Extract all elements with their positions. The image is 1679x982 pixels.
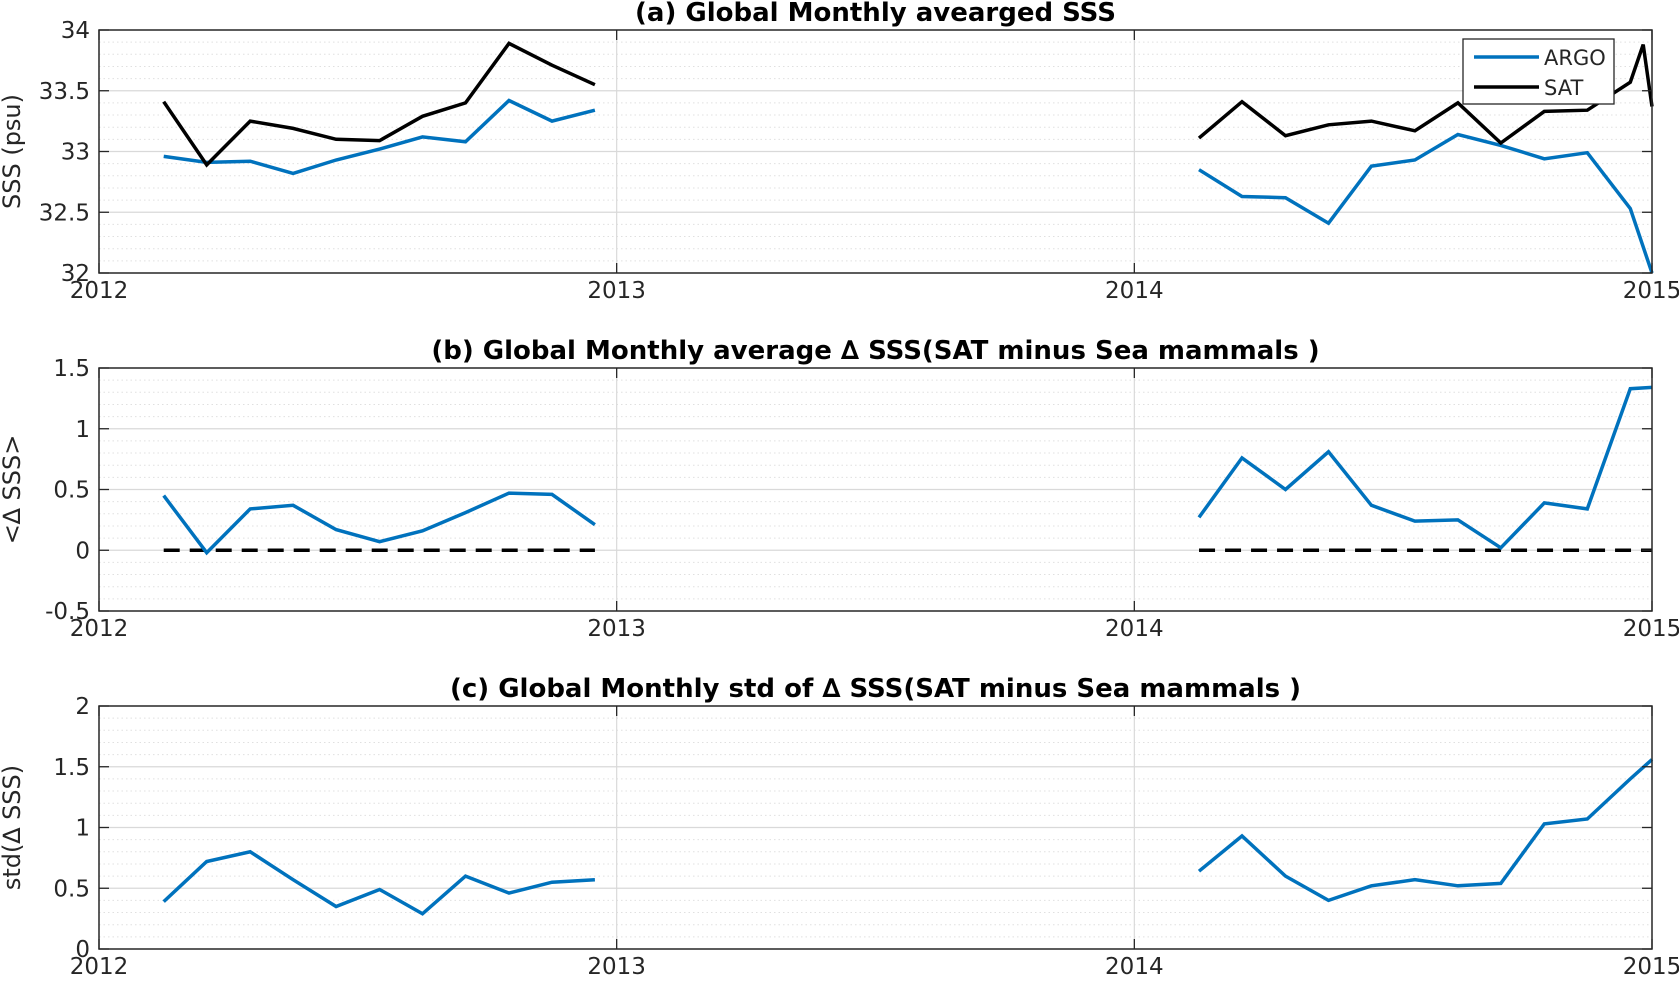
legend-label-argo: ARGO <box>1544 46 1606 70</box>
x-tick-label: 2013 <box>587 954 646 980</box>
panel-title: (a) Global Monthly avearged SSS <box>635 0 1116 28</box>
y-tick-label: -0.5 <box>45 599 90 625</box>
series-line-series-segment-2 <box>1197 758 1654 903</box>
x-tick-label: 2015 <box>1623 278 1679 304</box>
y-axis-label: std(∆ SSS) <box>0 765 26 890</box>
x-tick-label: 2013 <box>587 616 646 642</box>
legend: ARGO SAT <box>1462 38 1615 105</box>
y-axis-label: <∆ SSS> <box>0 435 26 545</box>
y-tick-label: 0 <box>75 538 90 564</box>
x-tick-label: 2015 <box>1623 616 1679 642</box>
y-tick-label: 33 <box>61 140 90 166</box>
x-tick-label: 2012 <box>70 616 129 642</box>
legend-label-sat: SAT <box>1544 76 1583 100</box>
y-tick-label: 0 <box>75 937 90 963</box>
series-line-sat-segment-1 <box>162 41 596 168</box>
series-line-series-segment-2 <box>1197 385 1653 551</box>
panel-1: 2012 2013 2014 2015 32 32.5 33 33.5 34 (a) Global… <box>0 0 1679 304</box>
x-tick-label: 2014 <box>1105 278 1164 304</box>
panel-2: 2012 2013 2014 2015 -0.5 0 0.5 1 1.5 (b) Global M… <box>0 336 1679 642</box>
panel-3: 2012 2013 2014 2015 0 0.5 1 1.5 2 (c) Global Mont… <box>0 674 1679 980</box>
series-line-sat-segment-2 <box>1197 44 1654 146</box>
y-tick-label: 2 <box>75 694 90 720</box>
x-tick-label: 2012 <box>70 278 129 304</box>
y-tick-label: 1.5 <box>53 356 90 382</box>
x-tick-label: 2014 <box>1105 954 1164 980</box>
panel-title: (c) Global Monthly std of ∆ SSS(SAT minu… <box>450 674 1301 704</box>
y-axis-label: SSS (psu) <box>0 94 26 209</box>
y-tick-label: 1 <box>75 816 90 842</box>
series-line-series-segment-1 <box>162 491 596 556</box>
series-line-series-segment-1 <box>162 849 596 916</box>
x-tick-label: 2012 <box>70 954 129 980</box>
legend-box <box>1462 38 1615 105</box>
y-tick-label: 0.5 <box>53 478 90 504</box>
x-tick-label: 2014 <box>1105 616 1164 642</box>
series-line-argo-segment-2 <box>1198 132 1654 274</box>
series-line-argo-segment-1 <box>163 98 596 176</box>
x-tick-label: 2013 <box>587 278 646 304</box>
y-tick-label: 0.5 <box>53 876 90 902</box>
y-tick-label: 32 <box>61 261 90 287</box>
y-tick-label: 1.5 <box>53 755 90 781</box>
y-tick-label: 33.5 <box>39 79 90 105</box>
y-tick-label: 34 <box>61 18 90 44</box>
panel-title: (b) Global Monthly average ∆ SSS(SAT min… <box>431 336 1319 366</box>
y-tick-label: 32.5 <box>39 200 90 226</box>
y-tick-label: 1 <box>75 417 90 443</box>
x-tick-label: 2015 <box>1623 954 1679 980</box>
